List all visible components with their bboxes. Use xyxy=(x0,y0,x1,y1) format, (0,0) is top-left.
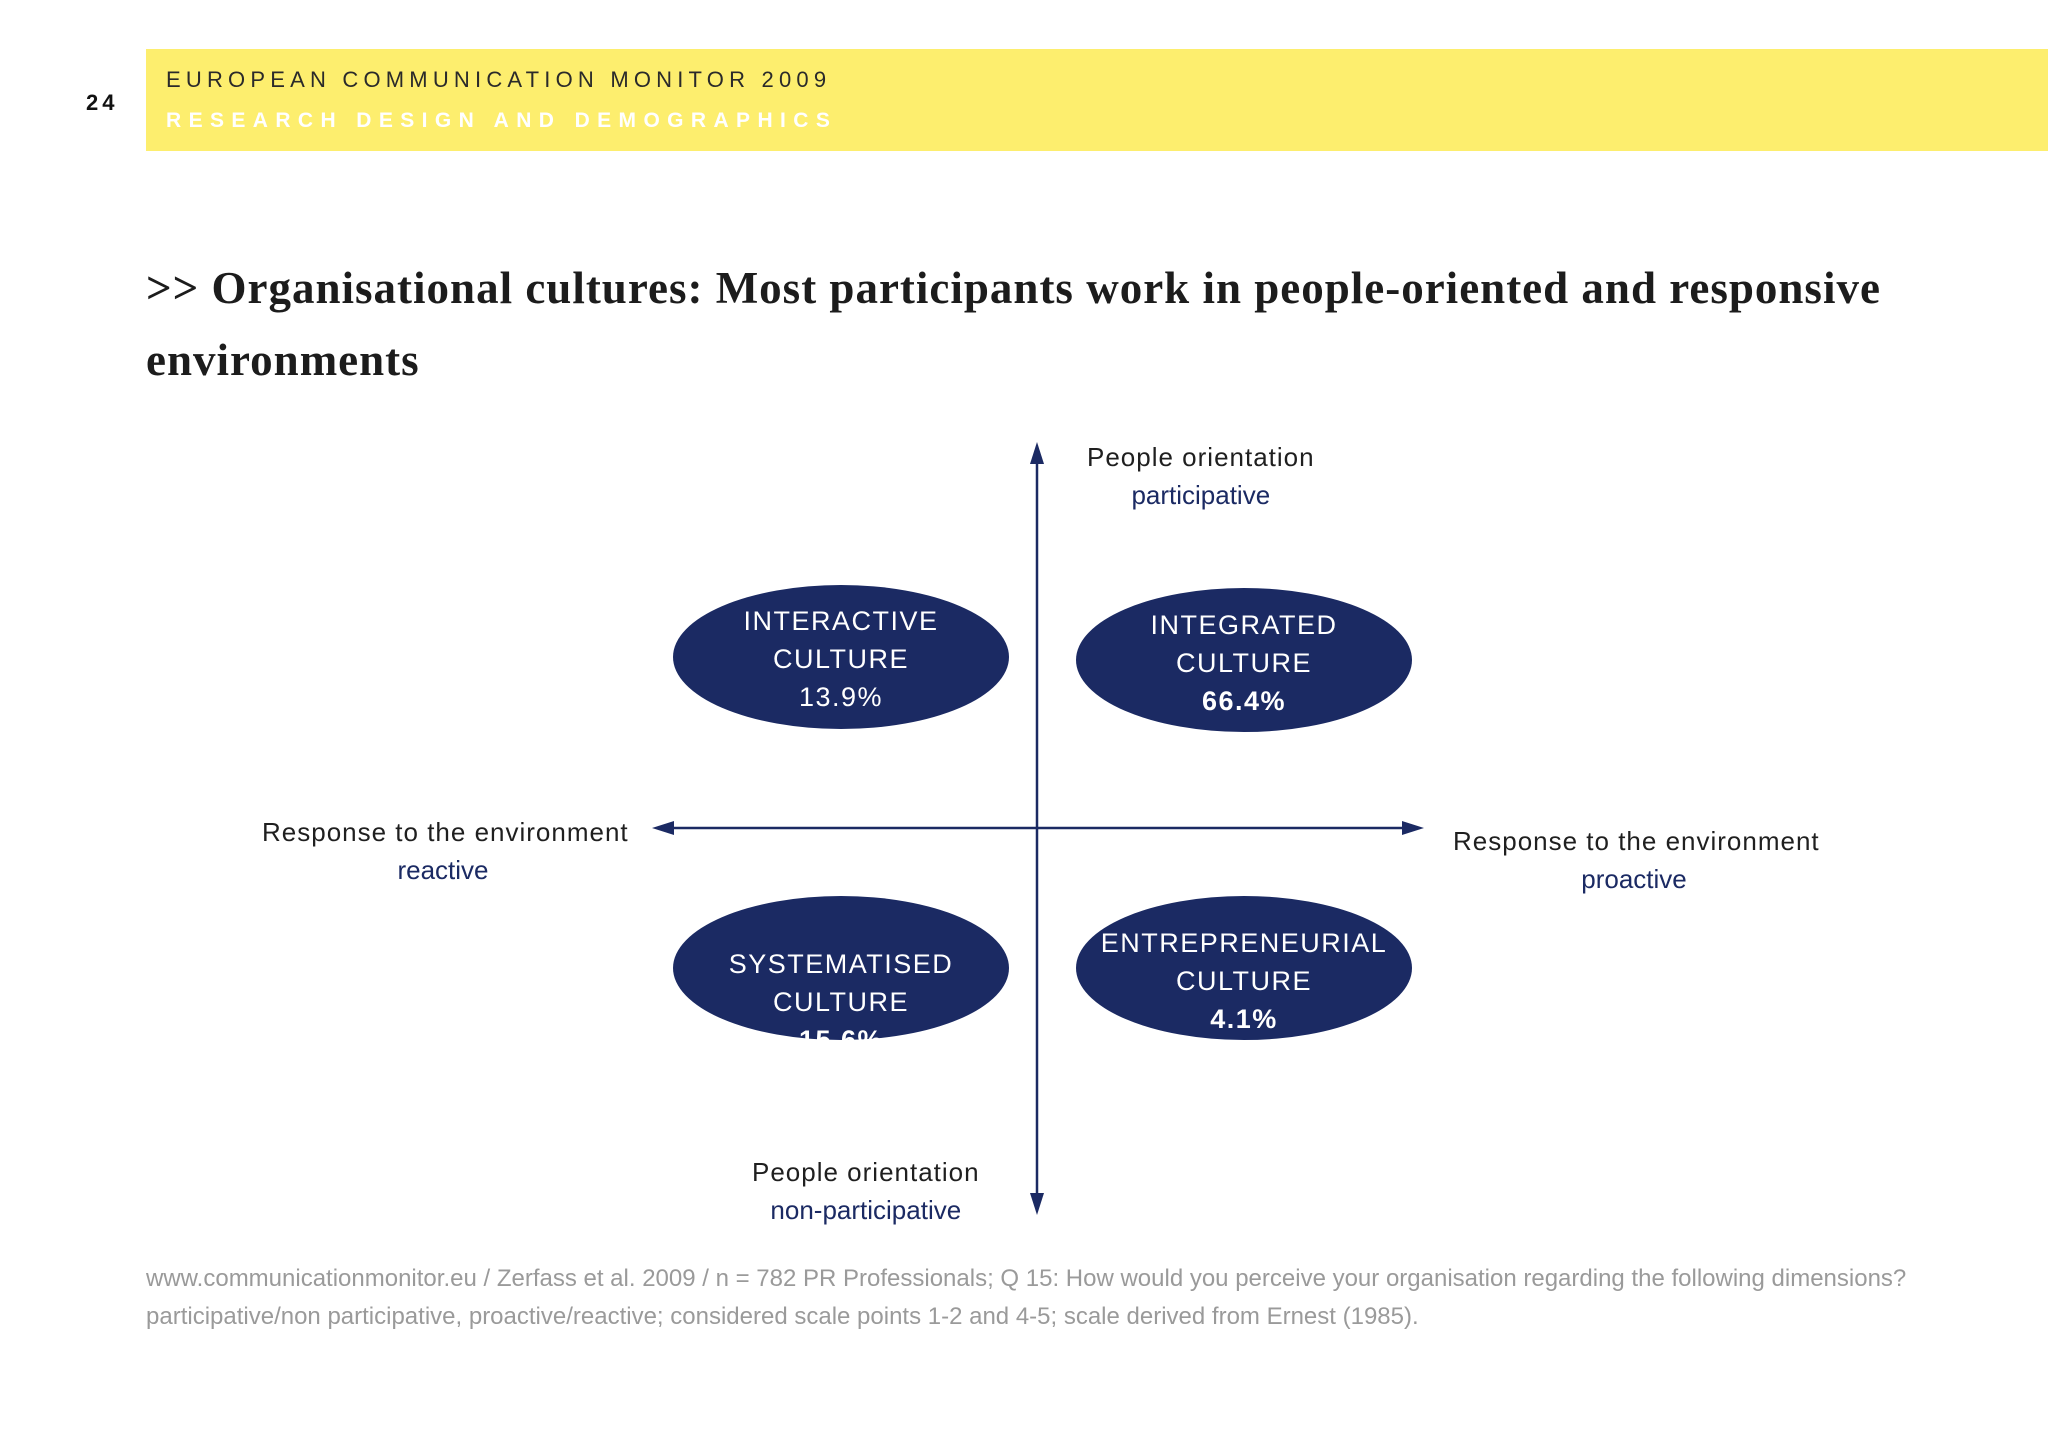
header-subtitle: RESEARCH DESIGN AND DEMOGRAPHICS xyxy=(166,109,838,132)
left-arrow-icon xyxy=(652,821,674,835)
quadrant-value: 15.6% xyxy=(798,1025,884,1055)
axis-top-sub: participative xyxy=(1131,480,1271,510)
axis-left-sub: reactive xyxy=(397,855,489,885)
page-number: 24 xyxy=(86,90,119,115)
quadrant-line1: INTEGRATED xyxy=(1150,610,1338,640)
headline: >> Organisational cultures: Most partici… xyxy=(146,263,1881,385)
axis-right-sub: proactive xyxy=(1581,864,1687,894)
down-arrow-icon xyxy=(1030,1193,1044,1215)
footnote-line2: participative/non participative, proacti… xyxy=(146,1303,1419,1330)
quadrant-value: 4.1% xyxy=(1210,1004,1278,1034)
axis-top-main: People orientation xyxy=(1087,442,1315,472)
ellipse-entrepreneurial-culture xyxy=(1076,896,1412,1040)
axis-label-top: People orientation participative xyxy=(1087,438,1315,514)
ellipse-interactive-culture xyxy=(673,585,1009,729)
quadrant-line1: ENTREPRENEURIAL xyxy=(1100,928,1388,958)
quadrant-value: 66.4% xyxy=(1201,686,1287,716)
axis-bottom-sub: non-participative xyxy=(770,1195,962,1225)
footnote: www.communicationmonitor.eu / Zerfass et… xyxy=(146,1260,2006,1336)
up-arrow-icon xyxy=(1030,442,1044,464)
axis-left-main: Response to the environment xyxy=(262,817,629,847)
axis-right-main: Response to the environment xyxy=(1453,826,1820,856)
quadrant-line2: CULTURE xyxy=(1175,648,1312,678)
axis-label-bottom: People orientation non-participative xyxy=(752,1153,980,1229)
header-band xyxy=(146,49,2048,151)
quadrant-line2: CULTURE xyxy=(1175,966,1312,996)
axis-label-right: Response to the environment proactive xyxy=(1453,822,1820,898)
quadrant-integrated-culture: INTEGRATED CULTURE 66.4% xyxy=(1076,606,1412,720)
quadrant-value: 13.9% xyxy=(798,682,884,712)
ellipse-integrated-culture xyxy=(1076,588,1412,732)
quadrant-line2: CULTURE xyxy=(772,644,909,674)
ellipse-systematised-culture xyxy=(673,896,1009,1040)
quadrant-line1: INTERACTIVE xyxy=(743,606,939,636)
axis-bottom-main: People orientation xyxy=(752,1157,980,1187)
header-title: EUROPEAN COMMUNICATION MONITOR 2009 xyxy=(166,67,832,92)
quadrant-interactive-culture: INTERACTIVE CULTURE 13.9% xyxy=(673,602,1009,716)
axis-label-left: Response to the environment reactive xyxy=(262,813,629,889)
footnote-line1: www.communicationmonitor.eu / Zerfass et… xyxy=(146,1265,1907,1292)
quadrant-entrepreneurial-culture: ENTREPRENEURIAL CULTURE 4.1% xyxy=(1076,924,1412,1038)
quadrant-systematised-culture: SYSTEMATISED CULTURE 15.6% xyxy=(673,945,1009,1059)
right-arrow-icon xyxy=(1402,821,1424,835)
quadrant-line1: SYSTEMATISED CULTURE xyxy=(728,949,954,1017)
